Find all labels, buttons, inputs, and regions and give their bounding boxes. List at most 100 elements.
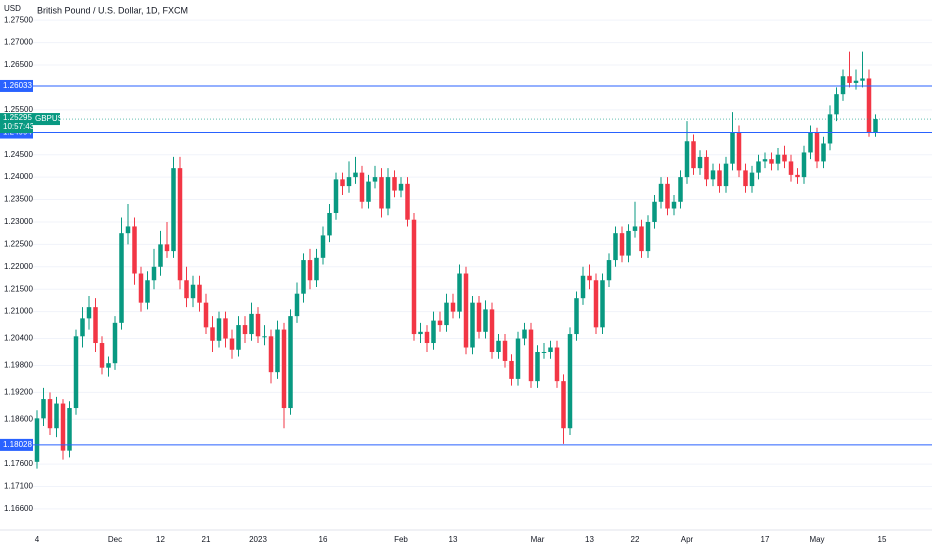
symbol-tag [33, 113, 60, 126]
x-tick-label: 13 [449, 535, 458, 544]
candle-body [561, 381, 566, 429]
candle-body [385, 177, 391, 209]
candle-body [470, 302, 475, 348]
candle-body [320, 235, 326, 258]
candle-body [639, 226, 644, 252]
y-tick-label: 1.25500 [4, 105, 33, 114]
candle-body [580, 275, 586, 299]
y-tick-label: 1.26500 [4, 60, 33, 69]
candle-body [106, 363, 111, 368]
candle-body [814, 132, 820, 162]
candle-body [717, 170, 722, 187]
x-tick-label: Apr [681, 535, 694, 544]
candle-body [80, 318, 85, 337]
y-tick-label: 1.27500 [4, 15, 33, 24]
candle-body [353, 172, 358, 178]
y-tick-label: 1.18600 [4, 414, 33, 423]
candle-body [418, 331, 423, 335]
candle-body [171, 168, 176, 252]
candle-body [671, 201, 677, 209]
candle-body [210, 327, 215, 341]
candle-body [684, 141, 690, 178]
candle-body [398, 183, 404, 191]
candle-body [229, 338, 235, 350]
candle-body [288, 316, 293, 409]
candle-body [99, 343, 105, 368]
x-tick-label: 15 [878, 535, 887, 544]
price-tag-label: 1.18028 [3, 440, 32, 449]
candle-body [327, 212, 332, 236]
candle-body [736, 132, 742, 171]
x-tick-label: 2023 [249, 535, 267, 544]
candle-body [730, 132, 735, 164]
candle-body [782, 154, 787, 162]
candle-body [769, 159, 774, 164]
candle-body [866, 78, 872, 133]
candle-body [827, 114, 833, 144]
candle-body [489, 309, 495, 352]
candle-body [600, 280, 605, 328]
candle-body [665, 183, 670, 209]
candle-body [483, 309, 488, 332]
candle-body [177, 168, 183, 281]
candle-body [704, 156, 709, 180]
candle-body [359, 172, 365, 202]
candle-body [262, 336, 267, 338]
candle-body [756, 161, 761, 173]
candle-body [301, 260, 306, 294]
candle-body [762, 159, 768, 162]
x-tick-label: Feb [394, 535, 408, 544]
candle-body [574, 298, 579, 335]
candle-body [567, 334, 573, 429]
candle-body [158, 244, 163, 267]
chart-title: British Pound / U.S. Dollar, 1D, FXCM [37, 5, 188, 15]
candle-body [691, 141, 696, 169]
candle-body [164, 244, 170, 252]
price-tag [0, 79, 33, 92]
candle-body [67, 408, 72, 451]
y-tick-label: 1.22500 [4, 239, 33, 248]
y-tick-label: 1.16600 [4, 504, 33, 513]
x-tick-label: 22 [631, 535, 640, 544]
candle-body [476, 302, 482, 332]
candle-body [275, 329, 280, 373]
candle-body [658, 183, 664, 202]
candle-body [606, 260, 612, 281]
x-tick-label: 16 [319, 535, 328, 544]
candle-body [151, 266, 157, 281]
candle-body [593, 280, 599, 328]
candle-body [93, 307, 98, 344]
candle-body [697, 156, 703, 169]
candle-body [528, 329, 534, 382]
y-tick-label: 1.21000 [4, 307, 33, 316]
candle-body [405, 183, 410, 220]
candle-body [255, 313, 261, 337]
candle-body [73, 336, 79, 409]
candle-body [138, 273, 144, 303]
x-tick-label: Dec [108, 535, 122, 544]
candle-body [652, 201, 657, 222]
last-price-tag [0, 113, 33, 134]
x-tick-label: 17 [761, 535, 770, 544]
candle-body [515, 338, 521, 379]
candle-body [249, 313, 254, 335]
candle-body [340, 179, 345, 187]
countdown-label: 10:57:43 [3, 122, 35, 131]
candle-body [145, 280, 150, 303]
candle-body [34, 418, 40, 462]
candle-body [424, 331, 430, 344]
candle-body [808, 132, 813, 153]
candle-body [749, 172, 755, 187]
y-tick-label: 1.19800 [4, 361, 33, 370]
candle-body [281, 329, 287, 409]
x-tick-label: 21 [202, 535, 211, 544]
candle-body [788, 161, 794, 175]
candle-body [743, 170, 748, 187]
candle-body [457, 273, 462, 312]
price-tag [0, 438, 33, 451]
candle-body [834, 94, 839, 115]
candle-body [853, 80, 859, 83]
y-tick-label: 1.27000 [4, 38, 33, 47]
candle-body [535, 351, 540, 382]
y-tick-label: 1.17100 [4, 482, 33, 491]
